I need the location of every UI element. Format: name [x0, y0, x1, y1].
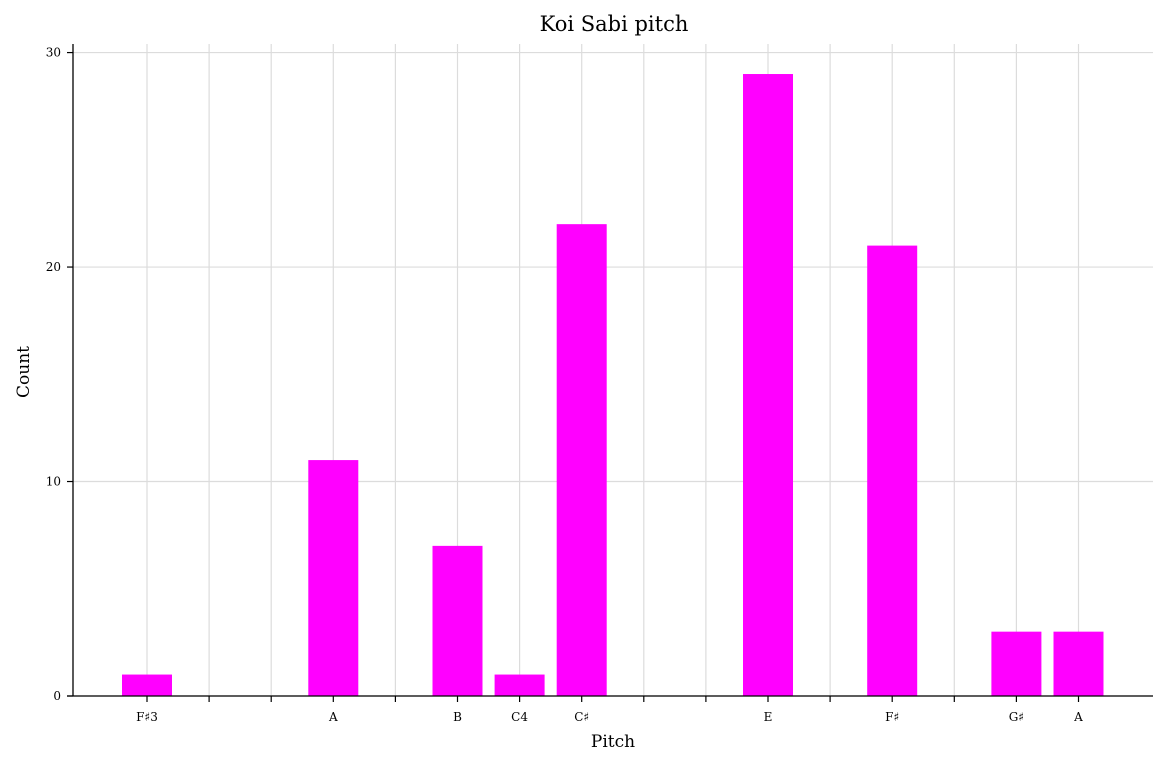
x-tick-label: E — [764, 710, 773, 724]
grid-lines — [73, 44, 1153, 697]
x-tick-label: G♯ — [1009, 710, 1024, 724]
bar — [867, 245, 918, 696]
x-tick-label: A — [328, 710, 338, 724]
bar — [308, 460, 359, 696]
y-tick-label: 0 — [53, 689, 61, 703]
bar — [991, 631, 1042, 696]
bar — [743, 74, 793, 697]
bar — [1053, 631, 1104, 696]
bar — [122, 674, 172, 696]
x-tick-label: F♯ — [885, 710, 899, 724]
axes: F♯3 A B C4 C♯ E F♯ G♯ A 0 10 20 30 — [46, 44, 1153, 724]
bar — [494, 674, 545, 696]
bars — [122, 74, 1104, 697]
x-tick-label: B — [453, 710, 462, 724]
x-tick-label: F♯3 — [136, 710, 158, 724]
x-axis-label: Pitch — [591, 732, 635, 752]
y-axis-label: Count — [14, 346, 34, 398]
x-tick-label: C♯ — [574, 710, 589, 724]
bar — [556, 224, 607, 696]
y-tick-label: 20 — [46, 260, 61, 274]
x-tick-label: C4 — [511, 710, 528, 724]
y-tick-label: 10 — [46, 475, 61, 489]
bar — [432, 545, 483, 696]
y-tick-label: 30 — [46, 46, 61, 60]
x-tick-label: A — [1073, 710, 1083, 724]
chart-title: Koi Sabi pitch — [540, 12, 689, 36]
